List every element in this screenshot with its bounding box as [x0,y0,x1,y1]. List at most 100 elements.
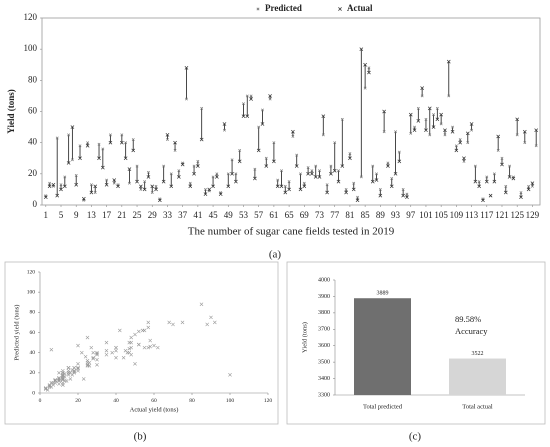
predicted-marker [105,178,109,182]
scatter-point [79,350,84,355]
actual-marker [298,187,303,192]
predicted-marker [321,133,325,137]
actual-marker [81,196,86,201]
scatter-point [76,365,80,370]
predicted-marker [230,158,234,162]
predicted-marker [272,141,276,145]
scatter-point [43,386,48,390]
scatter-point [64,379,69,383]
actual-marker [150,184,155,189]
scatter-point [57,376,61,380]
predicted-marker [420,94,424,98]
actual-marker [184,66,189,70]
actual-marker [100,165,105,170]
x-tick-label: 113 [465,210,479,220]
predicted-marker [492,172,496,176]
bar [354,298,411,395]
predicted-marker [435,106,439,110]
actual-marker [59,187,63,192]
actual-marker [230,171,234,176]
y-tick-label: 3900 [318,294,330,300]
actual-marker [97,156,101,161]
actual-marker [374,178,379,182]
scatter-point [142,328,147,333]
predicted-marker [390,177,394,180]
scatter-point [57,379,61,383]
scatter-point [95,350,99,355]
actual-marker [78,156,82,161]
actual-marker [530,181,535,186]
actual-marker [253,176,257,181]
x-tick-label: 65 [285,210,295,220]
predicted-marker [466,141,470,145]
plot-frame [41,17,541,206]
actual-marker [507,175,512,179]
actual-marker [291,129,295,134]
actual-marker [180,162,185,167]
predicted-marker [530,184,534,188]
actual-marker [245,114,250,119]
predicted-marker [55,136,59,140]
value-label: 3889 [377,291,389,297]
predicted-marker [504,184,508,188]
actual-marker [401,193,405,198]
y-tick-label: 100 [24,43,38,53]
actual-marker [412,128,417,133]
actual-marker [142,187,147,192]
actual-marker [241,114,246,119]
y-tick-label: 0 [32,390,35,396]
x-tick-label: 53 [239,210,249,220]
annotation: 89.58% [455,314,481,324]
predicted-marker [249,94,253,98]
predicted-marker [131,138,135,141]
predicted-marker [302,181,306,185]
x-tick-label: Total predicted [363,403,403,410]
x-tick-label: 73 [315,210,325,220]
actual-marker [340,164,345,168]
predicted-marker [454,144,458,148]
predicted-marker [78,144,82,148]
x-tick-label: 85 [361,210,371,220]
predicted-marker [59,183,63,187]
actual-marker [237,159,242,164]
actual-marker [503,190,508,195]
scatter-point [95,351,99,356]
actual-marker [313,175,318,179]
x-tick-label: 105 [434,210,448,220]
scatter-point [60,369,65,373]
actual-marker [355,198,360,203]
x-tick-label: 25 [133,210,143,220]
scatter-point [129,335,134,340]
x-tick-label: 41 [193,210,202,220]
predicted-marker [344,187,348,191]
x-tick-label: 93 [391,210,401,220]
actual-marker [382,109,386,114]
actual-marker [249,97,253,101]
actual-marker [264,164,269,168]
x-tick-label: 109 [450,210,464,220]
actual-marker [74,182,79,187]
y-tick-label: 40 [28,137,38,147]
actual-marker [462,156,466,161]
actual-marker [443,128,447,133]
scatter-point [60,377,65,381]
scatter-point [72,369,77,373]
value-label: 3522 [472,351,484,357]
predicted-marker [295,153,299,157]
scatter-point [146,345,151,350]
y-tick-label: 60 [30,330,36,336]
actual-marker [484,179,489,184]
predicted-marker [356,195,359,199]
x-axis-label: The number of sugar cane fields tested i… [188,226,395,238]
scatter-point [199,302,204,307]
actual-marker [116,184,120,189]
predicted-marker [124,141,128,145]
predicted-marker [496,149,500,152]
x-tick-label: 40 [113,398,119,404]
actual-marker [363,62,367,67]
predicted-marker [397,150,401,154]
scatter-point [104,352,109,357]
predicted-marker [74,173,78,177]
actual-marker [359,47,364,52]
